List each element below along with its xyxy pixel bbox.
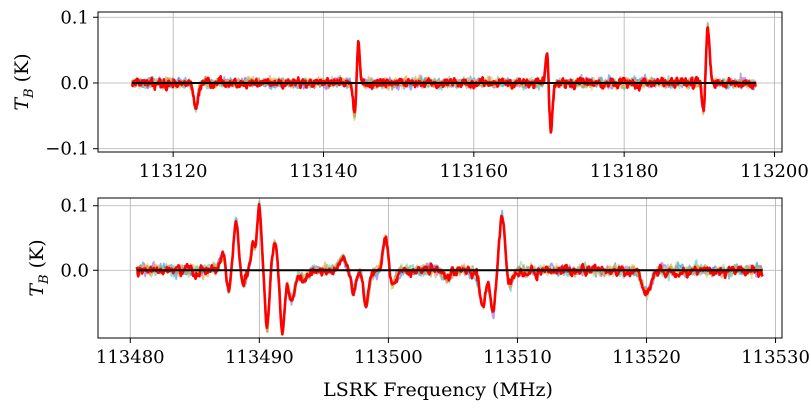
x-tick-label: 113520	[612, 347, 681, 368]
x-tick-label: 113500	[354, 347, 423, 368]
y-axis-label: TB (K)	[11, 53, 37, 110]
axes-frame	[97, 197, 783, 339]
spectra	[130, 21, 757, 134]
y-axis-label: TB (K)	[26, 239, 52, 296]
y-tick-label: 0.0	[60, 73, 89, 94]
x-axis-label: LSRK Frequency (MHz)	[323, 379, 553, 401]
x-tick-label: 113510	[483, 347, 552, 368]
x-tick-label: 113200	[740, 161, 809, 182]
x-tick-label: 113140	[289, 161, 358, 182]
x-tick-label: 113180	[590, 161, 659, 182]
top-spectrum-panel: 113120 113140 113160 113180 113200 −0.1 0.0 0.1…	[11, 7, 809, 182]
x-tick-label: 113490	[225, 347, 294, 368]
x-tick-label: 113120	[139, 161, 208, 182]
y-tick-label: −0.1	[45, 139, 89, 160]
spectra	[135, 200, 764, 336]
axes-frame	[97, 11, 783, 153]
y-tick-label: 0.1	[60, 196, 89, 217]
x-tick-label: 113480	[96, 347, 165, 368]
y-tick-label: 0.1	[60, 7, 89, 28]
y-tick-label: 0.0	[60, 260, 89, 281]
bottom-spectrum-panel: 113480 113490 113500 113510 113520 113530 0.0 0…	[26, 196, 810, 368]
x-tick-label: 113530	[741, 347, 810, 368]
series-line-5	[130, 22, 757, 129]
x-tick-label: 113160	[439, 161, 508, 182]
series-line-6	[135, 203, 764, 336]
